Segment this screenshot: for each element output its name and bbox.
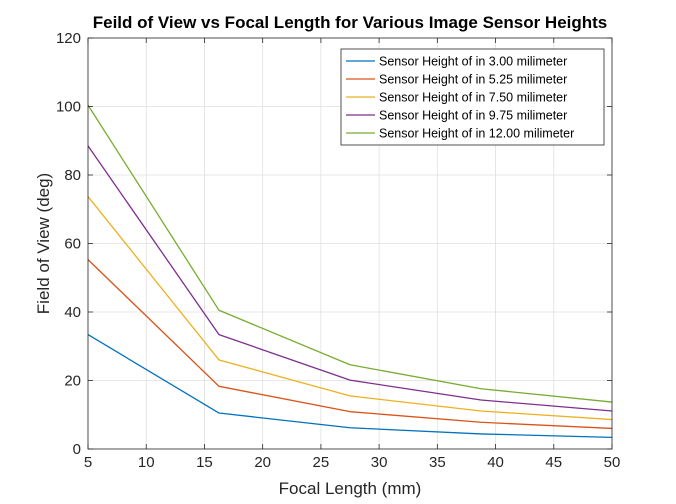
y-tick-label: 20 [64,373,81,390]
y-tick-label: 40 [64,304,81,321]
legend-label: Sensor Height of in 5.25 milimeter [379,73,567,87]
legend-label: Sensor Height of in 9.75 milimeter [379,109,567,123]
series-line-4 [87,145,613,412]
y-tick-label: 120 [56,30,81,47]
y-tick-label: 0 [73,441,81,458]
y-tick-label: 60 [64,236,81,253]
x-tick-label: 25 [313,454,330,471]
x-tick-label: 40 [487,454,504,471]
legend: Sensor Height of in 3.00 milimeter Sensor… [340,48,605,146]
x-tick-label: 5 [84,454,92,471]
y-axis-label: Field of View (deg) [34,173,53,314]
series-lines [87,104,613,439]
chart-title: Feild of View vs Focal Length for Variou… [93,13,608,32]
x-tick-label: 15 [196,454,213,471]
y-tick-label: 100 [56,99,81,116]
x-tick-label: 35 [429,454,446,471]
axis-ticks: 5 10 15 20 25 30 35 40 45 50 0 20 40 60 80 100 120 [56,30,620,471]
series-line-1 [87,334,613,439]
legend-label: Sensor Height of in 12.00 milimeter [379,127,574,141]
legend-label: Sensor Height of in 3.00 milimeter [379,55,567,69]
x-tick-label: 50 [604,454,621,471]
x-tick-label: 20 [254,454,271,471]
y-tick-label: 80 [64,167,81,184]
x-tick-label: 45 [545,454,562,471]
legend-label: Sensor Height of in 7.50 milimeter [379,91,567,105]
series-line-3 [87,196,613,421]
series-line-2 [87,259,613,430]
x-tick-label: 30 [371,454,388,471]
x-tick-label: 10 [138,454,155,471]
x-axis-label: Focal Length (mm) [279,479,422,498]
legend-box [340,48,605,146]
series-line-5 [87,104,613,403]
